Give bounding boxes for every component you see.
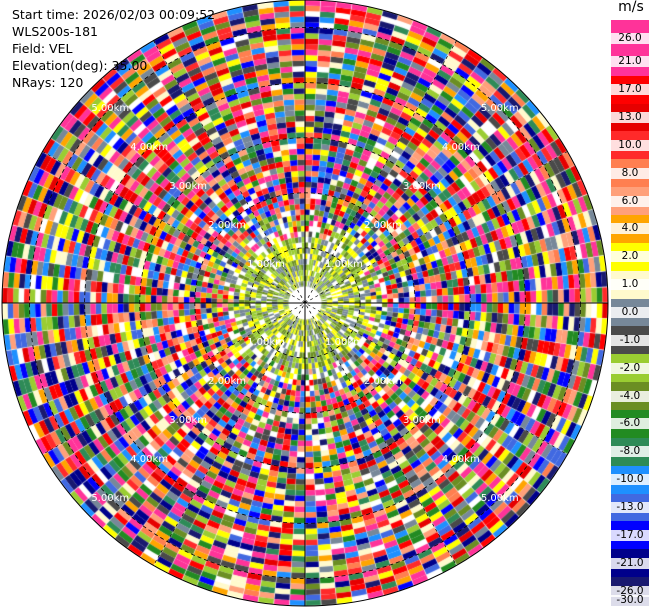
range-ring-label: 1.00km [325,337,363,348]
range-ring-label: 2.00km [208,376,246,387]
start-time-label: Start time: 2026/02/03 00:09:52 [12,7,216,22]
range-ring-label: 3.00km [169,415,207,426]
range-ring-label: 4.00km [442,142,480,153]
range-ring-label: 3.00km [403,181,441,192]
range-ring-label: 4.00km [130,454,168,465]
range-ring-label: 2.00km [364,376,402,387]
range-ring-label: 4.00km [442,454,480,465]
colorbar-tick-label: -21.0 [611,557,649,569]
azimuth-line [42,151,568,455]
velocity-colorbar: 26.0 21.0 17.0 13.0 10.0 8.0 6.0 4.0 2.0 1.0 0.0 -1… [611,20,649,606]
colorbar-tick-label: -17.0 [611,529,649,541]
field-label: Field: VEL [12,41,73,56]
colorbar-tick-label: -30.0 [611,595,649,606]
range-ring-label: 3.00km [169,181,207,192]
range-ring-label: 2.00km [208,220,246,231]
colorbar-tick-label: 2.0 [611,251,649,263]
colorbar-tick-label: -26.0 [611,585,649,597]
range-ring-label: 1.00km [247,259,285,270]
nrays-label: NRays: 120 [12,75,84,90]
colorbar-tick-label: -6.0 [611,418,649,430]
colorbar-unit: m/s [618,0,644,15]
range-rings-overlay: 1.00km 2.00km 3.00km 4.00km 5.00km 1.00km 2.00… [1,0,609,607]
elevation-label: Elevation(deg): 35.00 [12,58,148,73]
range-ring-label: 1.00km [247,337,285,348]
colorbar-tick-label: 0.0 [611,307,649,318]
range-ring-label: 5.00km [481,103,519,114]
colorbar-tick-label: 26.0 [611,33,649,44]
colorbar-tick-label: 6.0 [611,195,649,207]
range-ring-label: 4.00km [130,142,168,153]
range-ring-label: 2.00km [364,220,402,231]
colorbar-tick-label: 8.0 [611,167,649,179]
colorbar-tick-label: 13.0 [611,112,649,123]
range-ring-label: 5.00km [91,103,129,114]
colorbar-tick-label: -2.0 [611,362,649,374]
colorbar-tick-label: -1.0 [611,334,649,346]
colorbar-tick-label: 17.0 [611,84,649,96]
range-ring-label: 5.00km [91,493,129,504]
colorbar-tick-label: 4.0 [611,223,649,235]
scan-info: Start time: 2026/02/03 00:09:52 WLS200s-… [12,6,215,91]
colorbar-tick-label: -13.0 [611,502,649,513]
colorbar-tick-label: 10.0 [611,139,649,151]
colorbar-tick-label: 21.0 [611,56,649,68]
range-ring-label: 5.00km [481,493,519,504]
colorbar-tick-label: -8.0 [611,446,649,458]
colorbar-tick-label: 1.0 [611,279,649,291]
colorbar-tick-label: -10.0 [611,474,649,486]
range-ring-label: 1.00km [325,259,363,270]
colorbar-tick-label: -4.0 [611,390,649,402]
instrument-label: WLS200s-181 [12,24,98,39]
range-ring-label: 3.00km [403,415,441,426]
ppi-plot: 1.00km 2.00km 3.00km 4.00km 5.00km 1.00km 2.00… [0,0,610,610]
